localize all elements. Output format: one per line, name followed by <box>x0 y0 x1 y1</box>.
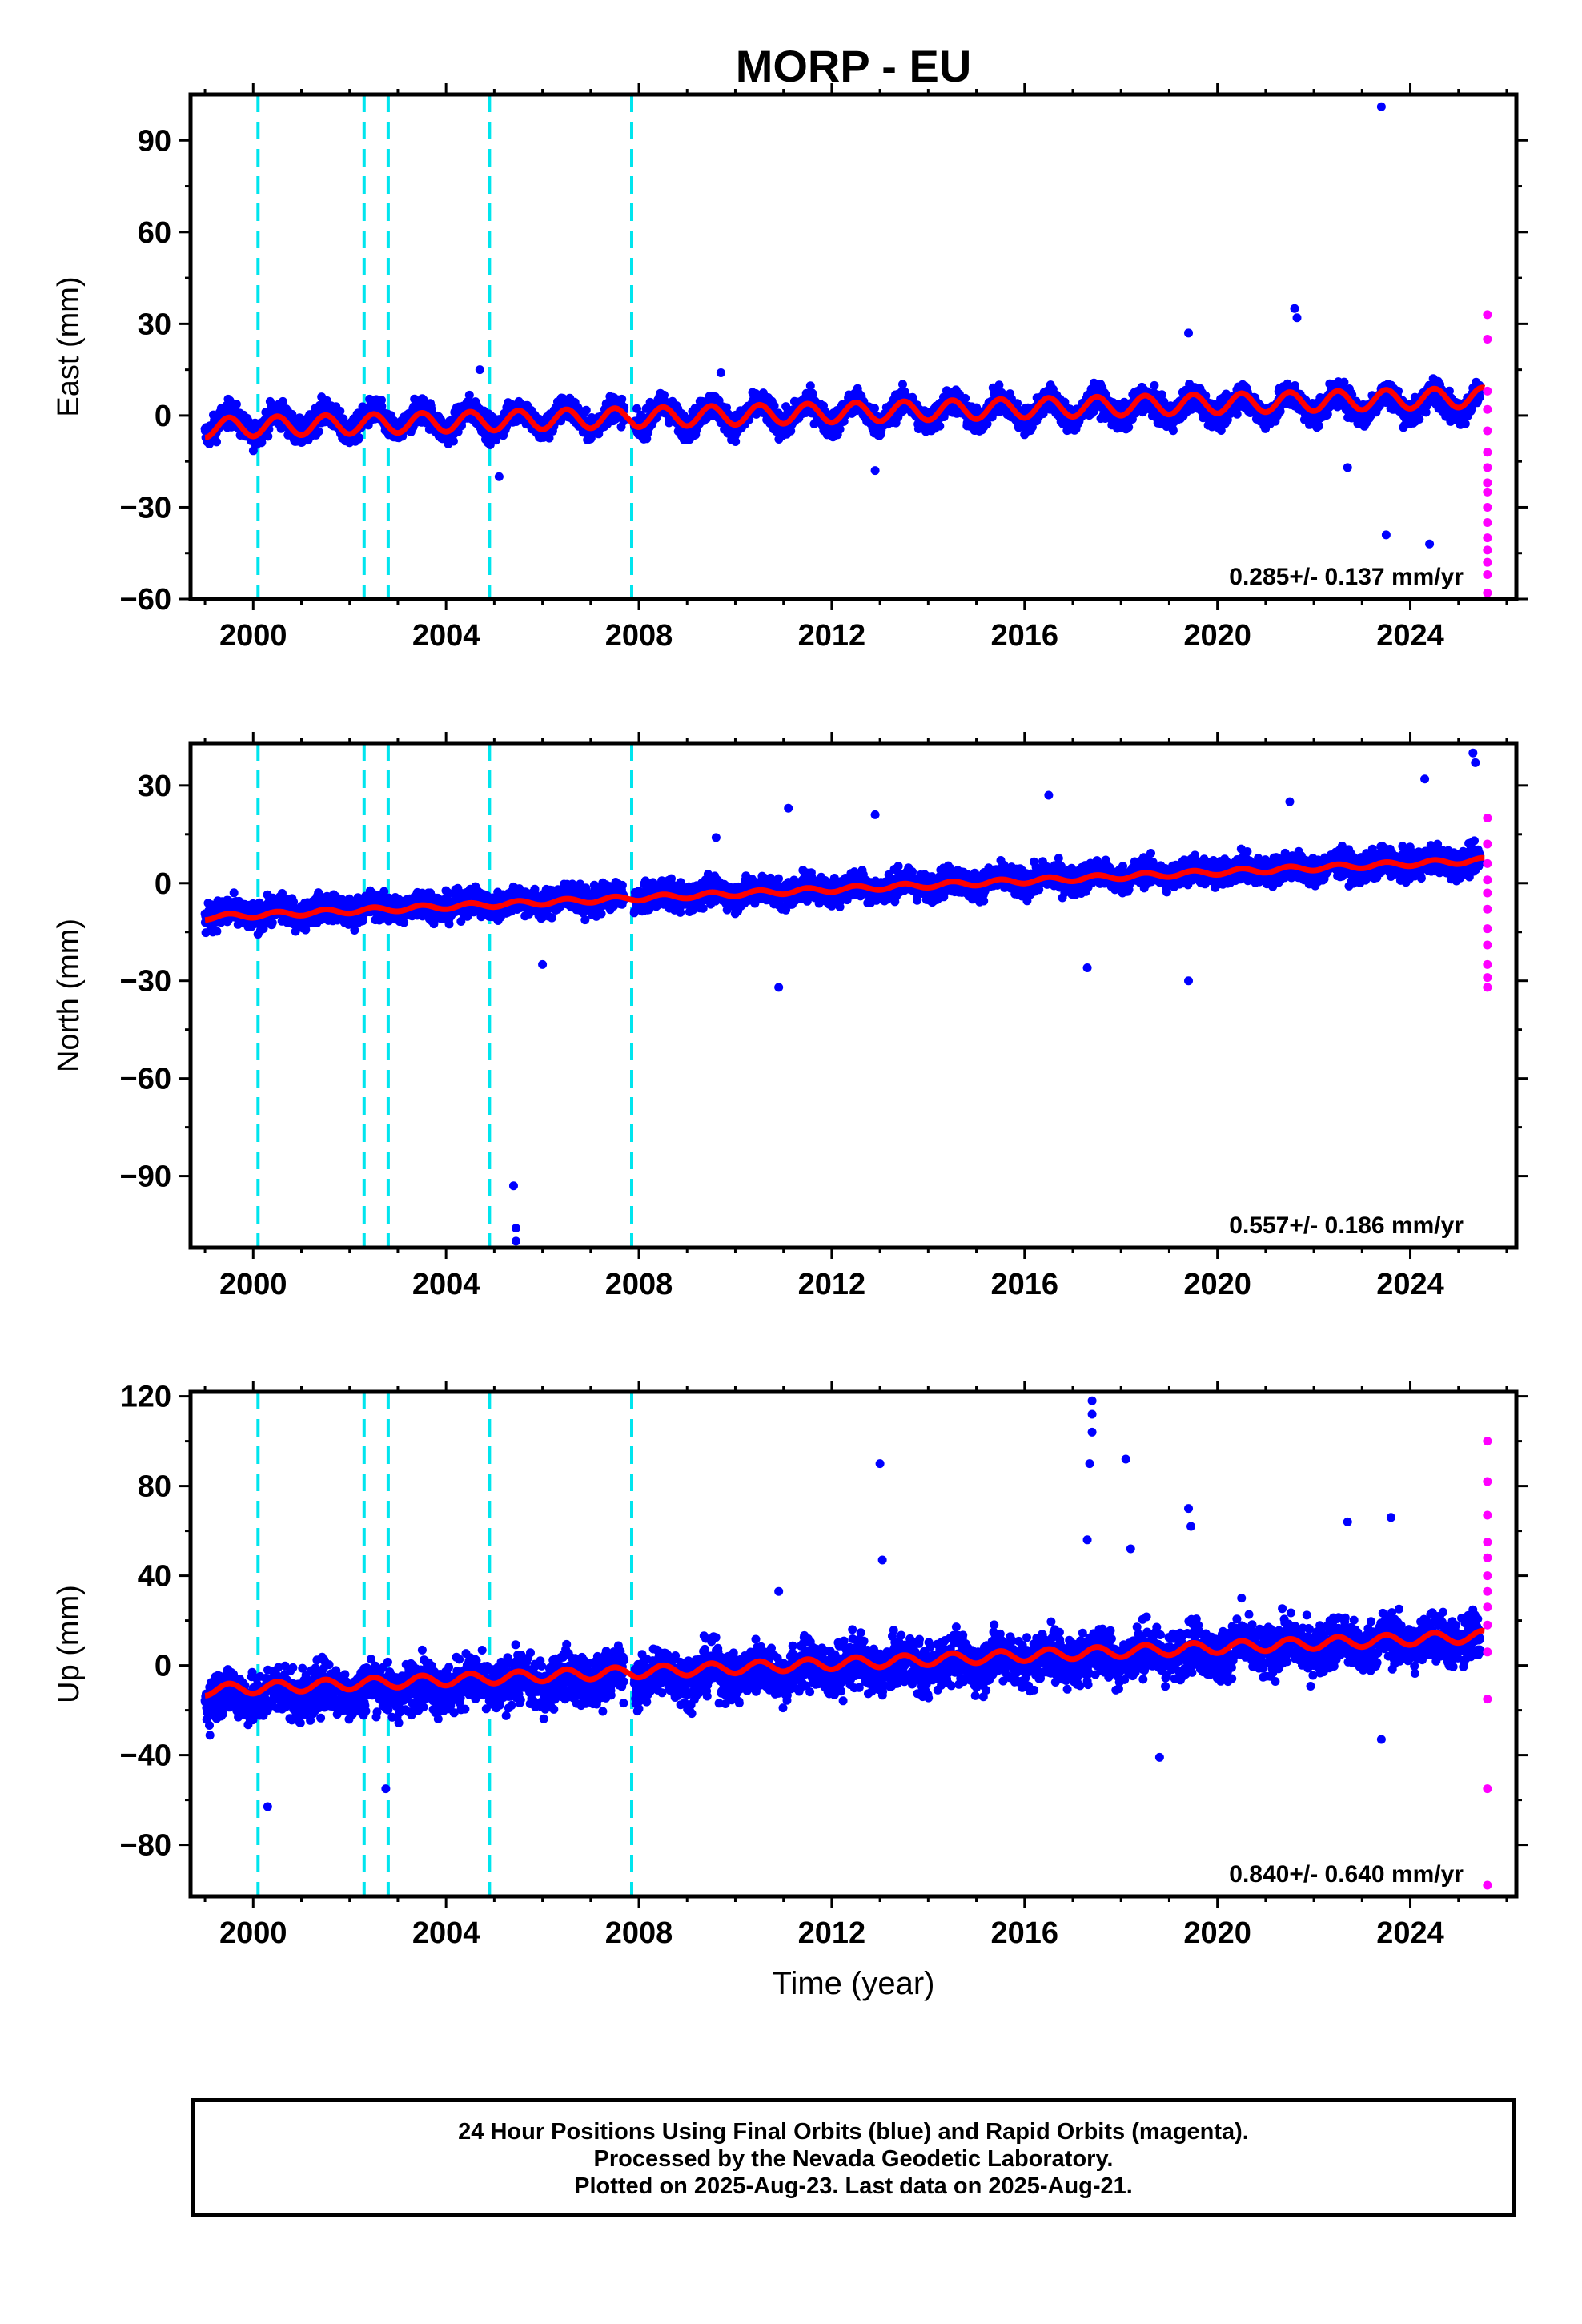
y-tick-label: −30 <box>120 491 171 525</box>
final-orbit-point <box>212 437 221 447</box>
rapid-orbit-point <box>1483 533 1492 543</box>
final-orbit-point <box>994 380 1004 390</box>
final-orbit-point <box>617 394 627 404</box>
rapid-orbit-point <box>1483 478 1492 488</box>
final-orbit-point <box>1315 421 1323 431</box>
x-tick-label: 2016 <box>991 619 1059 653</box>
rapid-orbit-point <box>1483 310 1492 320</box>
final-orbit-point <box>961 393 970 403</box>
x-tick-label: 2024 <box>1376 619 1444 653</box>
plot-area <box>200 94 1492 599</box>
final-orbit-point <box>544 433 554 443</box>
final-orbit-point <box>731 437 741 446</box>
final-orbit-point <box>212 927 222 936</box>
rapid-orbit-point <box>1483 404 1492 414</box>
final-orbit-point <box>1415 415 1424 424</box>
final-orbit-point <box>611 414 620 424</box>
final-orbit-outlier <box>870 466 880 476</box>
x-tick-label: 2008 <box>605 619 673 653</box>
rapid-orbit-point <box>1483 426 1492 436</box>
final-orbit-point <box>805 381 815 391</box>
velocity-label: 0.285+/- 0.137 mm/yr <box>1229 564 1464 590</box>
rapid-orbit-point <box>1483 557 1492 567</box>
x-tick-label: 2004 <box>412 619 480 653</box>
y-tick-label: 0 <box>155 400 171 433</box>
rapid-orbit-point <box>1483 545 1492 555</box>
final-orbit-point <box>448 436 458 446</box>
y-tick-label: 60 <box>138 216 171 250</box>
plot-area <box>200 743 1492 1248</box>
final-orbit-outlier <box>1376 102 1386 111</box>
y-tick-label: 30 <box>138 308 171 341</box>
final-orbit-point <box>278 396 287 406</box>
final-orbit-point <box>263 432 273 441</box>
final-orbit-point <box>935 421 945 431</box>
final-orbit-outlier <box>716 368 725 377</box>
final-orbit-point <box>464 390 474 400</box>
final-orbit-outlier <box>1184 328 1194 338</box>
rapid-orbit-point <box>1483 518 1492 528</box>
y-tick-label: −60 <box>120 583 171 617</box>
rapid-orbit-point <box>1483 569 1492 579</box>
y-tick-label: 90 <box>138 124 171 158</box>
final-orbit-point <box>335 406 345 416</box>
final-orbit-outlier <box>1425 539 1435 549</box>
final-orbit-point <box>870 404 879 413</box>
rapid-orbit-point <box>1483 588 1492 597</box>
final-orbit-outlier <box>1292 313 1302 323</box>
final-orbit-point <box>229 888 239 898</box>
final-orbit-outlier <box>475 365 484 375</box>
final-orbit-point <box>632 404 641 413</box>
final-orbit-point <box>355 433 364 443</box>
rapid-orbit-point <box>1483 463 1492 472</box>
final-orbit-point <box>1232 409 1242 419</box>
final-orbit-point <box>267 918 277 927</box>
final-orbit-point <box>835 424 845 434</box>
x-tick-label: 2012 <box>798 619 866 653</box>
final-orbit-outlier <box>1381 530 1391 540</box>
final-orbit-point <box>231 400 241 409</box>
final-orbit-outlier <box>494 472 504 481</box>
x-tick-label: 2020 <box>1183 619 1251 653</box>
rapid-orbit-point <box>1483 487 1492 497</box>
north-panel: 2000 2004 2008 2012 2016 2020 2024−90−60−30030… <box>52 732 1528 1301</box>
rapid-orbit-point <box>1483 448 1492 457</box>
final-orbit-point <box>1460 419 1470 428</box>
x-tick-label: 2000 <box>219 619 287 653</box>
east-panel: 2000 2004 2008 2012 2016 2020 2024 −60 −30 0 30 60 9… <box>52 83 1528 653</box>
final-orbit-point <box>1150 380 1159 390</box>
rapid-orbit-point <box>1483 386 1492 396</box>
final-orbit-point <box>314 427 323 436</box>
final-orbit-point <box>581 405 591 415</box>
final-orbit-outlier <box>1343 463 1352 472</box>
rapid-orbit-point <box>1483 334 1492 344</box>
rapid-orbit-point <box>1483 502 1492 512</box>
chart-title: MORP - EU <box>736 41 972 91</box>
y-axis-label: East (mm) <box>52 276 86 416</box>
final-orbit-outlier <box>1290 304 1299 313</box>
final-orbit-point <box>1168 426 1178 436</box>
final-orbit-point <box>339 414 348 424</box>
final-orbit-point <box>257 438 267 447</box>
